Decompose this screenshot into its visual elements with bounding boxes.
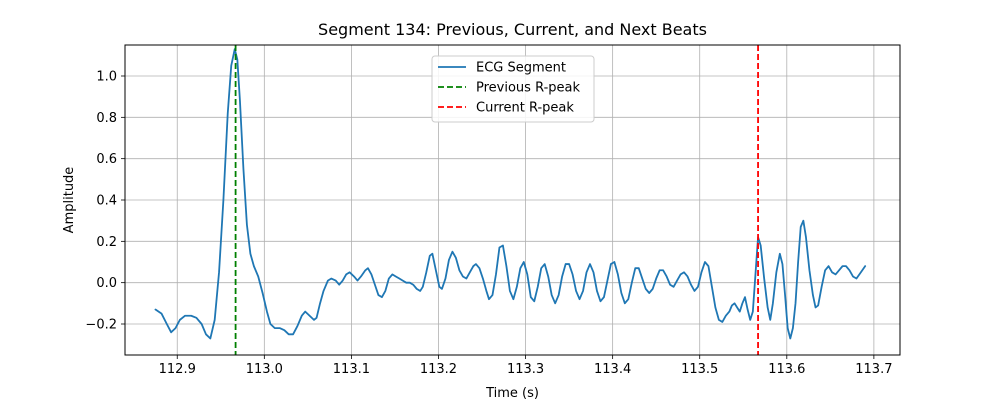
y-tick-label: −0.2 [85,318,117,333]
x-axis-title: Time (s) [485,386,539,400]
legend-label-ecg: ECG Segment [476,61,566,76]
legend-box [431,55,595,123]
chart-title: Segment 134: Previous, Current, and Next… [318,20,707,39]
ticks-layer: 112.9 113.0 113.1 113.2 113.3 113.4 113.5 113.6… [85,70,892,378]
vline-layer [234,45,759,355]
y-tick-label: 0.2 [96,235,117,250]
x-tick-label: 113.3 [507,362,544,377]
x-tick-label: 113.6 [768,362,805,377]
legend-label-current: Current R-peak [476,101,574,116]
y-tick-label: 1.0 [96,70,117,85]
y-tick-label: 0.8 [96,111,117,126]
legend-label-previous: Previous R-peak [476,81,580,96]
x-tick-label: 112.9 [159,362,196,377]
x-tick-label: 113.1 [333,362,370,377]
x-tick-label: 113.4 [594,362,631,377]
y-tick-label: 0.0 [96,276,117,291]
x-tick-label: 113.0 [246,362,283,377]
y-axis-title: Amplitude [62,167,77,234]
y-tick-label: 0.6 [96,152,117,167]
plot-frame [124,44,901,356]
x-tick-label: 113.2 [420,362,457,377]
legend: ECG Segment Previous R-peak Current R-pe… [431,55,595,123]
y-tick-label: 0.4 [96,194,117,209]
x-tick-label: 113.5 [681,362,718,377]
x-tick-label: 113.7 [855,362,892,377]
